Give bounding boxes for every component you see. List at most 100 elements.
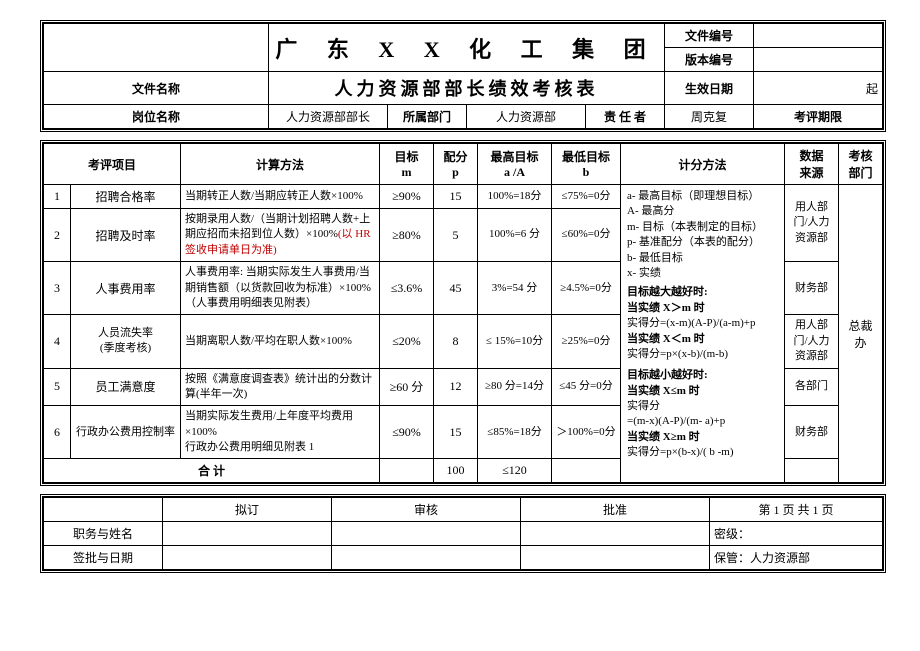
row-method: 人事费用率: 当期实际发生人事费用/当期销售额（以货款回收为标准）×100% （…: [181, 262, 380, 315]
col-audit-dept: 考核 部门: [839, 144, 883, 185]
row-item: 员工满意度: [71, 368, 181, 406]
row-score: 12: [434, 368, 478, 406]
scoring-line: m- 目标（本表制定的目标）: [627, 220, 778, 235]
scoring-line: p- 基准配分（本表的配分）: [627, 235, 778, 250]
row-source: 用人部门/人力资源部: [785, 315, 839, 368]
footer-table: 拟订 审核 批准 第 1 页 共 1 页 职务与姓名 密级： 签批与日期 保管：…: [43, 497, 883, 570]
row-method: 按期录用人数/（当期计划招聘人数+上期应招而未招到位人数）×100%(以 HR …: [181, 209, 380, 262]
scoring-line: 实得分: [627, 399, 778, 414]
dept-value: 人力资源部: [467, 105, 586, 129]
doc-num-value: [754, 24, 883, 48]
row-num: 2: [44, 209, 71, 262]
row-method: 当期转正人数/当期应转正人数×100%: [181, 185, 380, 209]
row-item: 人员流失率 (季度考核): [71, 315, 181, 368]
row-source: 用人部门/人力资源部: [785, 185, 839, 262]
dept-label: 所属部门: [388, 105, 467, 129]
resp-value: 周克复: [665, 105, 754, 129]
ver-num-label: 版本编号: [665, 48, 754, 72]
row-item: 人事费用率: [71, 262, 181, 315]
eff-suffix: 起: [754, 72, 883, 105]
scoring-heading: 目标越大越好时:: [627, 285, 778, 300]
row-max: ≤85%=18分: [478, 406, 552, 459]
row-max: 100%=18分: [478, 185, 552, 209]
row-method: 按照《满意度调查表》统计出的分数计算(半年一次): [181, 368, 380, 406]
row-source: 各部门: [785, 368, 839, 406]
scoring-heading: 目标越小越好时:: [627, 368, 778, 383]
row-target: ≥60 分: [380, 368, 434, 406]
scoring-line: A- 最高分: [627, 204, 778, 219]
row-min: ≥25%=0分: [552, 315, 621, 368]
row-item: 招聘及时率: [71, 209, 181, 262]
row-num: 4: [44, 315, 71, 368]
footer-name-label: 职务与姓名: [44, 522, 163, 546]
row-min: ≥4.5%=0分: [552, 262, 621, 315]
post-value: 人力资源部部长: [269, 105, 388, 129]
footer-draft: 拟订: [163, 498, 332, 522]
row-max: 100%=6 分: [478, 209, 552, 262]
row-item: 招聘合格率: [71, 185, 181, 209]
scoring-line: 实得分=(x-m)(A-P)/(a-m)+p: [627, 316, 778, 331]
total-max: ≤120: [478, 459, 552, 483]
header-table: 广 东 X X 化 工 集 团 文件编号 版本编号 文件名称 人力资源部部长绩效…: [43, 23, 883, 129]
col-source: 数据 来源: [785, 144, 839, 185]
footer-review: 审核: [332, 498, 521, 522]
ver-num-value: [754, 48, 883, 72]
total-label: 合 计: [44, 459, 380, 483]
row-max: ≥80 分=14分: [478, 368, 552, 406]
row-num: 3: [44, 262, 71, 315]
scoring-line: 实得分=p×(x-b)/(m-b): [627, 347, 778, 362]
row-item: 行政办公费用控制率: [71, 406, 181, 459]
row-min: ＞100%=0分: [552, 406, 621, 459]
total-score: 100: [434, 459, 478, 483]
footer-page: 第 1 页 共 1 页: [710, 498, 883, 522]
row-max: 3%=54 分: [478, 262, 552, 315]
row-min: ≤45 分=0分: [552, 368, 621, 406]
row-method: 当期离职人数/平均在职人数×100%: [181, 315, 380, 368]
row-score: 45: [434, 262, 478, 315]
row-score: 15: [434, 185, 478, 209]
eff-date-label: 生效日期: [665, 72, 754, 105]
doc-name-label: 文件名称: [44, 72, 269, 105]
row-method: 当期实际发生费用/上年度平均费用×100% 行政办公费用明细见附表 1: [181, 406, 380, 459]
row-score: 5: [434, 209, 478, 262]
col-min: 最低目标 b: [552, 144, 621, 185]
resp-label: 责 任 者: [586, 105, 665, 129]
col-target: 目标 m: [380, 144, 434, 185]
scoring-line: 当实绩 X＞m 时: [627, 301, 778, 316]
footer-secret: 密级：: [710, 522, 883, 546]
row-target: ≥90%: [380, 185, 434, 209]
header-block: 广 东 X X 化 工 集 团 文件编号 版本编号 文件名称 人力资源部部长绩效…: [40, 20, 886, 132]
row-min: ≤60%=0分: [552, 209, 621, 262]
main-block: 考评项目 计算方法 目标 m 配分 p 最高目标 a /A 最低目标 b 计分方…: [40, 140, 886, 486]
row-num: 5: [44, 368, 71, 406]
row-score: 15: [434, 406, 478, 459]
footer-block: 拟订 审核 批准 第 1 页 共 1 页 职务与姓名 密级： 签批与日期 保管：…: [40, 494, 886, 573]
scoring-line: =(m-x)(A-P)/(m- a)+p: [627, 414, 778, 429]
company-title: 广 东 X X 化 工 集 团: [269, 24, 665, 72]
row-min: ≤75%=0分: [552, 185, 621, 209]
scoring-line: 当实绩 X≥m 时: [627, 430, 778, 445]
row-target: ≤3.6%: [380, 262, 434, 315]
doc-num-label: 文件编号: [665, 24, 754, 48]
row-source: 财务部: [785, 262, 839, 315]
audit-dept-cell: 总裁办: [839, 185, 883, 483]
row-target: ≥80%: [380, 209, 434, 262]
footer-keep: 保管：人力资源部: [710, 546, 883, 570]
row-num: 1: [44, 185, 71, 209]
scoring-line: 当实绩 X≤m 时: [627, 384, 778, 399]
footer-sign-label: 签批与日期: [44, 546, 163, 570]
main-table: 考评项目 计算方法 目标 m 配分 p 最高目标 a /A 最低目标 b 计分方…: [43, 143, 883, 483]
table-row: 1 招聘合格率 当期转正人数/当期应转正人数×100% ≥90% 15 100%…: [44, 185, 883, 209]
row-max: ≤ 15%=10分: [478, 315, 552, 368]
scoring-line: b- 最低目标: [627, 251, 778, 266]
col-score: 配分 p: [434, 144, 478, 185]
footer-approve: 批准: [521, 498, 710, 522]
row-target: ≤20%: [380, 315, 434, 368]
doc-name: 人力资源部部长绩效考核表: [269, 72, 665, 105]
col-scoring: 计分方法: [621, 144, 785, 185]
scoring-line: 当实绩 X＜m 时: [627, 332, 778, 347]
col-item: 考评项目: [44, 144, 181, 185]
row-target: ≤90%: [380, 406, 434, 459]
scoring-line: a- 最高目标（即理想目标）: [627, 189, 778, 204]
table-header-row: 考评项目 计算方法 目标 m 配分 p 最高目标 a /A 最低目标 b 计分方…: [44, 144, 883, 185]
